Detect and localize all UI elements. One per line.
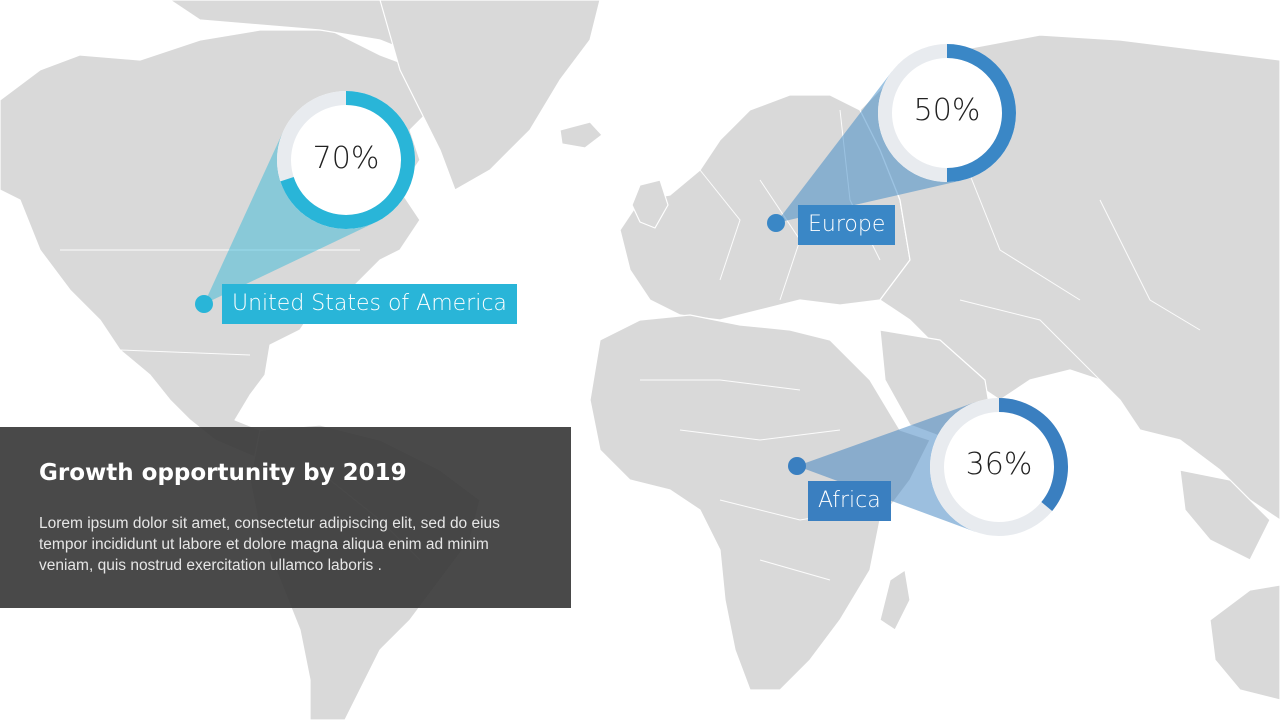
- africa-location-dot: [788, 457, 806, 475]
- usa-ring-background: [277, 91, 415, 229]
- panel-title: Growth opportunity by 2019: [39, 460, 407, 486]
- europe-location-dot: [767, 214, 785, 232]
- africa-percent: 36%: [965, 447, 1033, 482]
- madagascar: [879, 569, 911, 631]
- southeast-asia-islands: [1179, 469, 1271, 561]
- africa-ring-progress: [998, 398, 1068, 511]
- africa-callout-beam: [797, 402, 976, 532]
- europe-percent: 50%: [913, 93, 981, 128]
- africa-ring-background: [930, 398, 1068, 536]
- europe-ring-progress: [946, 44, 1016, 182]
- iceland: [559, 121, 603, 149]
- greenland: [379, 0, 601, 191]
- africa-label: Africa: [808, 481, 891, 521]
- usa-location-dot: [195, 295, 213, 313]
- europe-ring-background: [878, 44, 1016, 182]
- usa-ring-progress: [280, 91, 415, 229]
- usa-label: United States of America: [222, 284, 517, 324]
- usa-callout-beam: [204, 131, 376, 304]
- usa-percent: 70%: [312, 141, 380, 176]
- british-isles: [631, 179, 669, 229]
- europe-label: Europe: [798, 205, 896, 245]
- panel-body: Lorem ipsum dolor sit amet, consectetur …: [39, 515, 500, 574]
- africa-landmass: [589, 314, 931, 691]
- info-panel: Growth opportunity by 2019 Lorem ipsum d…: [0, 427, 571, 608]
- australia-landmass: [1209, 584, 1280, 701]
